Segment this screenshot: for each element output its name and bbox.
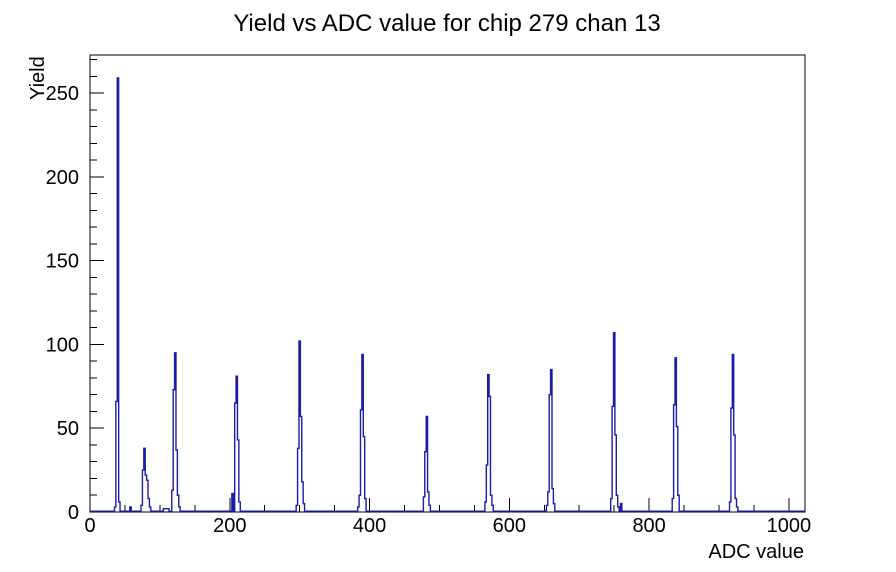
y-tick-label: 50 bbox=[57, 418, 79, 440]
x-tick-label: 600 bbox=[493, 515, 526, 537]
chart-title: Yield vs ADC value for chip 279 chan 13 bbox=[233, 10, 660, 37]
y-axis-title: Yield bbox=[27, 56, 49, 100]
y-tick-label: 150 bbox=[46, 251, 79, 273]
y-tick-label: 0 bbox=[68, 502, 79, 524]
plot-frame bbox=[89, 54, 806, 513]
histogram-line bbox=[90, 77, 805, 512]
y-tick-label: 100 bbox=[46, 334, 79, 356]
y-tick-label: 200 bbox=[46, 167, 79, 189]
x-tick-label: 200 bbox=[213, 515, 246, 537]
y-tick-label: 250 bbox=[46, 83, 79, 105]
plot-area: 0 200 400 600 800 1000 0 50 100 150 200 250 bbox=[46, 54, 812, 537]
x-axis-title: ADC value bbox=[708, 541, 804, 563]
x-tick-label: 1000 bbox=[767, 515, 812, 537]
x-tick-label: 400 bbox=[353, 515, 386, 537]
x-tick-label: 800 bbox=[632, 515, 665, 537]
x-tick-label: 0 bbox=[84, 515, 95, 537]
